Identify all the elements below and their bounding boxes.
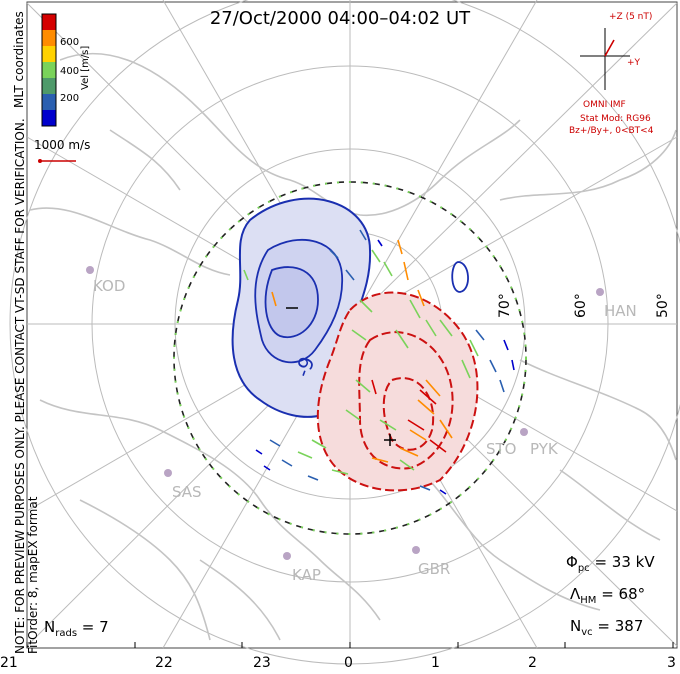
imf-model: Stat Mod: RG96 (580, 114, 651, 124)
stat-lambda-hm-value: 68° (618, 585, 646, 603)
hm-boundary-vectors (173, 181, 527, 535)
mlt-tick-3: 3 (667, 655, 676, 671)
potential-extrema (286, 307, 396, 446)
velocity-vectors (243, 229, 515, 495)
stat-phi-pc-value: 33 kV (611, 553, 655, 571)
latitude-label-70: 70° (497, 293, 513, 318)
mlt-tick-21: 21 (0, 655, 18, 671)
imf-y-label: +Y (627, 58, 641, 68)
latitude-label-50: 50° (655, 293, 671, 318)
mlt-tick-1: 1 (431, 655, 440, 671)
mlt-coordinates-label: MLT coordinates (12, 11, 26, 108)
station-sto: STO (486, 440, 517, 458)
station-kod: KOD (93, 277, 126, 295)
mlt-tick-0: 0 (344, 655, 353, 671)
station-markers (86, 266, 604, 560)
positive-potential-cell (316, 291, 479, 492)
colorbar-tick-200: 200 (60, 93, 80, 104)
imf-z-label: +Z (5 nT) (609, 12, 653, 22)
stat-n-rads: Nrads = 7 (44, 618, 109, 639)
stat-n-vc-value: 387 (614, 617, 644, 635)
colorbar-tick-600: 600 (60, 37, 80, 48)
mlt-tick-23: 23 (253, 655, 271, 671)
station-sas: SAS (172, 483, 202, 501)
colorbar-tick-400: 400 (60, 66, 80, 77)
preview-note-line2: FitOrder: 8, mapEX format (26, 496, 40, 654)
mlt-tick-2: 2 (528, 655, 537, 671)
latitude-label-60: 60° (573, 293, 589, 318)
plot-frame (26, 1, 678, 649)
stat-phi-pc: Φpc = 33 kV (566, 553, 655, 574)
station-pyk: PYK (530, 440, 558, 458)
stat-n-vc: Nvc = 387 (570, 617, 644, 638)
coastlines (29, 52, 677, 641)
imf-source: OMNI IMF (583, 100, 626, 110)
colorbar-title: Vel [m/s] (80, 45, 91, 90)
station-han: HAN (604, 302, 637, 320)
stat-n-rads-value: 7 (99, 618, 109, 636)
imf-condition: Bz+/By+, 0<BT<4 (569, 126, 654, 136)
reference-vector-label: 1000 m/s (34, 138, 91, 152)
mlt-tick-22: 22 (155, 655, 173, 671)
station-kap: KAP (292, 566, 321, 584)
plot-title: 27/Oct/2000 04:00–04:02 UT (209, 8, 471, 29)
mlt-tick-marks (26, 642, 674, 648)
imf-dial (580, 28, 630, 90)
reference-vector-dot (38, 159, 42, 163)
preview-note: NOTE: FOR PREVIEW PURPOSES ONLY. PLEASE … (13, 118, 40, 654)
stat-lambda-hm: ΛHM = 68° (570, 585, 646, 606)
station-gbr: GBR (418, 560, 451, 578)
colorbar (41, 13, 57, 127)
